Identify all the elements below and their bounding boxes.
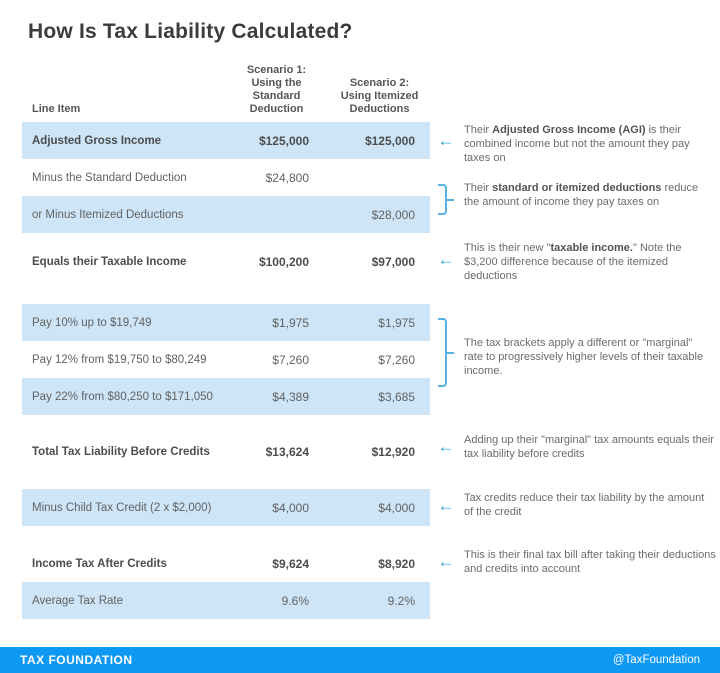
annotation-text: is their combined income but not the amo…: [464, 124, 690, 164]
table-row-income-tax-after-credits: Income Tax After Credits $9,624 $8,920: [22, 545, 430, 582]
annotation-bold-text: taxable income.: [550, 242, 633, 254]
row-value-scenario2: $1,975: [378, 315, 415, 330]
row-value-scenario2: 9.2%: [387, 593, 415, 608]
bracket-tick: [446, 351, 454, 354]
row-value-scenario2: $125,000: [364, 133, 415, 148]
table-row-total-liability: Total Tax Liability Before Credits $13,6…: [22, 433, 430, 470]
annotation-bold-text: standard or itemized deductions: [492, 182, 662, 194]
table-row-average-tax-rate: Average Tax Rate 9.6% 9.2%: [22, 582, 430, 619]
left-arrow-icon: ←: [437, 437, 455, 456]
annotation-text: The tax brackets apply a different or "m…: [464, 337, 704, 377]
row-value-scenario1: $4,000: [272, 500, 309, 515]
left-arrow-icon: ←: [437, 131, 455, 150]
annotation-tax-credits: Tax credits reduce their tax liability b…: [464, 491, 714, 519]
row-value-scenario1: 9.6%: [281, 593, 309, 608]
annotation-text: This is their new ": [464, 242, 551, 254]
row-value-scenario2: $12,920: [371, 444, 415, 459]
annotation-text: reduce the amount of income they pay tax…: [464, 182, 699, 208]
left-arrow-icon: ←: [437, 250, 455, 269]
row-label: Adjusted Gross Income: [32, 134, 162, 147]
annotation-deductions: Their standard or itemized deductions re…: [464, 181, 714, 209]
row-value-scenario2: $8,920: [378, 556, 415, 571]
row-label: Equals their Taxable Income: [32, 255, 187, 268]
annotation-final-tax-bill: This is their final tax bill after takin…: [464, 548, 720, 576]
row-label: Minus the Standard Deduction: [32, 171, 187, 184]
table-row-bracket-10pct: Pay 10% up to $19,749 $1,975 $1,975: [22, 304, 430, 341]
row-value-scenario1: $4,389: [272, 389, 309, 404]
bracket-tick: [446, 198, 454, 201]
table-row-adjusted-gross-income: Adjusted Gross Income $125,000 $125,000: [22, 122, 430, 159]
annotation-text: This is their final tax bill after takin…: [464, 549, 716, 575]
row-label: Pay 22% from $80,250 to $171,050: [32, 390, 213, 403]
row-value-scenario2: $97,000: [371, 254, 415, 269]
footer-brand: TAX FOUNDATION: [20, 653, 133, 667]
table-row-taxable-income: Equals their Taxable Income $100,200 $97…: [22, 243, 430, 280]
left-arrow-icon: ←: [437, 496, 455, 515]
left-arrow-icon: ←: [437, 552, 455, 571]
row-label: Income Tax After Credits: [32, 557, 167, 570]
annotation-agi: Their Adjusted Gross Income (AGI) is the…: [464, 123, 714, 165]
annotation-marginal-rates: The tax brackets apply a different or "m…: [464, 336, 714, 378]
table-row-bracket-22pct: Pay 22% from $80,250 to $171,050 $4,389 …: [22, 378, 430, 415]
row-value-scenario2: $3,685: [378, 389, 415, 404]
annotation-taxable-income: This is their new "taxable income." Note…: [464, 241, 714, 283]
row-label: Minus Child Tax Credit (2 x $2,000): [32, 501, 212, 514]
table-row-bracket-12pct: Pay 12% from $19,750 to $80,249 $7,260 $…: [22, 341, 430, 378]
table-row-itemized-deductions: or Minus Itemized Deductions $28,000: [22, 196, 430, 233]
row-value-scenario1: $100,200: [258, 254, 309, 269]
row-value-scenario1: $24,800: [265, 170, 309, 185]
table-header-row: Line Item Scenario 1: Using the Standard…: [22, 62, 430, 118]
row-value-scenario2: $28,000: [371, 207, 415, 222]
tax-brackets-bracket: [438, 318, 454, 387]
row-value-scenario2: $4,000: [378, 500, 415, 515]
table-row-child-tax-credit: Minus Child Tax Credit (2 x $2,000) $4,0…: [22, 489, 430, 526]
row-label: Pay 10% up to $19,749: [32, 316, 152, 329]
page-title: How Is Tax Liability Calculated?: [28, 20, 353, 43]
annotation-text: Adding up their "marginal" tax amounts e…: [464, 434, 714, 460]
row-label: Average Tax Rate: [32, 594, 123, 607]
deductions-bracket: [438, 184, 454, 215]
row-value-scenario1: $13,624: [265, 444, 309, 459]
annotation-text: Their: [464, 124, 493, 136]
annotation-bold-text: Adjusted Gross Income (AGI): [492, 124, 646, 136]
column-header-scenario1: Scenario 1: Using the Standard Deduction: [246, 64, 307, 115]
row-value-scenario1: $7,260: [272, 352, 309, 367]
table-row-standard-deduction: Minus the Standard Deduction $24,800: [22, 159, 430, 196]
row-value-scenario1: $125,000: [258, 133, 309, 148]
row-value-scenario2: $7,260: [378, 352, 415, 367]
row-value-scenario1: $9,624: [272, 556, 309, 571]
row-label: Total Tax Liability Before Credits: [32, 445, 210, 458]
footer-twitter-handle: @TaxFoundation: [612, 654, 700, 666]
row-label: Pay 12% from $19,750 to $80,249: [32, 353, 207, 366]
annotation-text: " Note the $3,200 difference because of …: [464, 242, 682, 282]
row-label: or Minus Itemized Deductions: [32, 208, 184, 221]
annotation-text: Their: [464, 182, 493, 194]
footer-bar: TAX FOUNDATION @TaxFoundation: [0, 647, 720, 673]
column-header-line-item: Line Item: [32, 103, 81, 115]
row-value-scenario1: $1,975: [272, 315, 309, 330]
tax-table: Line Item Scenario 1: Using the Standard…: [22, 62, 430, 619]
annotation-liability-before-credits: Adding up their "marginal" tax amounts e…: [464, 433, 714, 461]
annotation-text: Tax credits reduce their tax liability b…: [464, 492, 705, 518]
column-header-scenario2: Scenario 2: Using Itemized Deductions: [340, 77, 419, 115]
